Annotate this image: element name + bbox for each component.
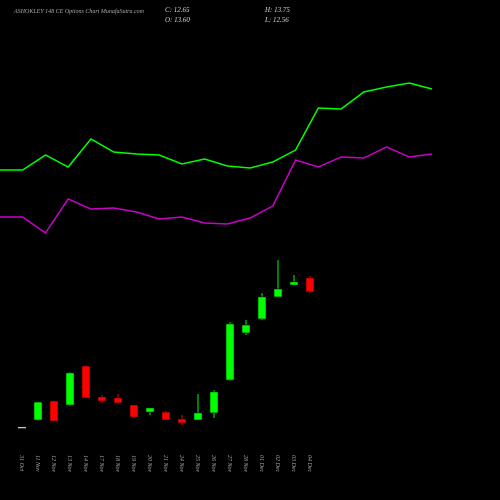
x-tick-label: 13 Nov: [66, 455, 72, 473]
x-tick-label: 12 Nov: [50, 455, 56, 473]
x-tick-label: 26 Nov: [210, 455, 216, 473]
candle-body: [193, 412, 203, 421]
candle-body: [33, 401, 43, 421]
candle-body: [18, 427, 26, 429]
x-tick-label: 14 Nov: [82, 455, 89, 473]
x-tick-label: 27 Nov: [226, 455, 232, 473]
close-label: C: 12.65: [165, 6, 190, 14]
x-tick-label: 28 Nov: [242, 455, 248, 473]
candle-body: [81, 365, 91, 399]
x-tick-label: 17 Nov: [98, 455, 104, 473]
candle-body: [65, 372, 75, 406]
candle-body: [97, 396, 107, 402]
candle-body: [257, 296, 267, 320]
candle-body: [305, 277, 315, 293]
x-tick-label: 24 Nov: [178, 455, 185, 473]
x-tick-label: 04 Dec: [306, 455, 313, 472]
x-tick-label: 01 Dec: [258, 455, 264, 472]
high-label: H: 13.75: [264, 6, 290, 14]
open-label: O: 13.60: [165, 16, 190, 24]
candle-body: [273, 288, 283, 298]
candle-body: [241, 324, 251, 334]
candle-body: [49, 400, 59, 422]
candle-body: [289, 281, 299, 286]
candle-body: [177, 418, 187, 424]
candle-body: [129, 404, 139, 418]
indicator-line: [0, 82, 433, 171]
low-label: L: 12.56: [264, 16, 289, 24]
x-tick-label: 21 Nov: [162, 455, 168, 473]
chart-title: ASHOKLEY 148 CE Options Chart MunafaSutr…: [13, 8, 145, 15]
x-tick-label: 03 Dec: [290, 455, 296, 472]
x-tick-label: 31 Oct: [18, 454, 24, 471]
x-tick-label: 02 Dec: [274, 455, 280, 472]
x-tick-label: 18 Nov: [114, 455, 120, 473]
x-tick-label: 25 Nov: [194, 455, 200, 473]
x-tick-label: 19 Nov: [130, 455, 136, 473]
x-tick-label: 20 Nov: [146, 455, 152, 473]
candle-body: [161, 411, 171, 421]
indicator-line: [0, 146, 433, 235]
candle-body: [113, 397, 123, 404]
candle-body: [225, 323, 235, 381]
x-tick-label: 11 Nov: [34, 455, 40, 472]
candle-body: [209, 391, 219, 414]
candle-body: [145, 407, 155, 413]
